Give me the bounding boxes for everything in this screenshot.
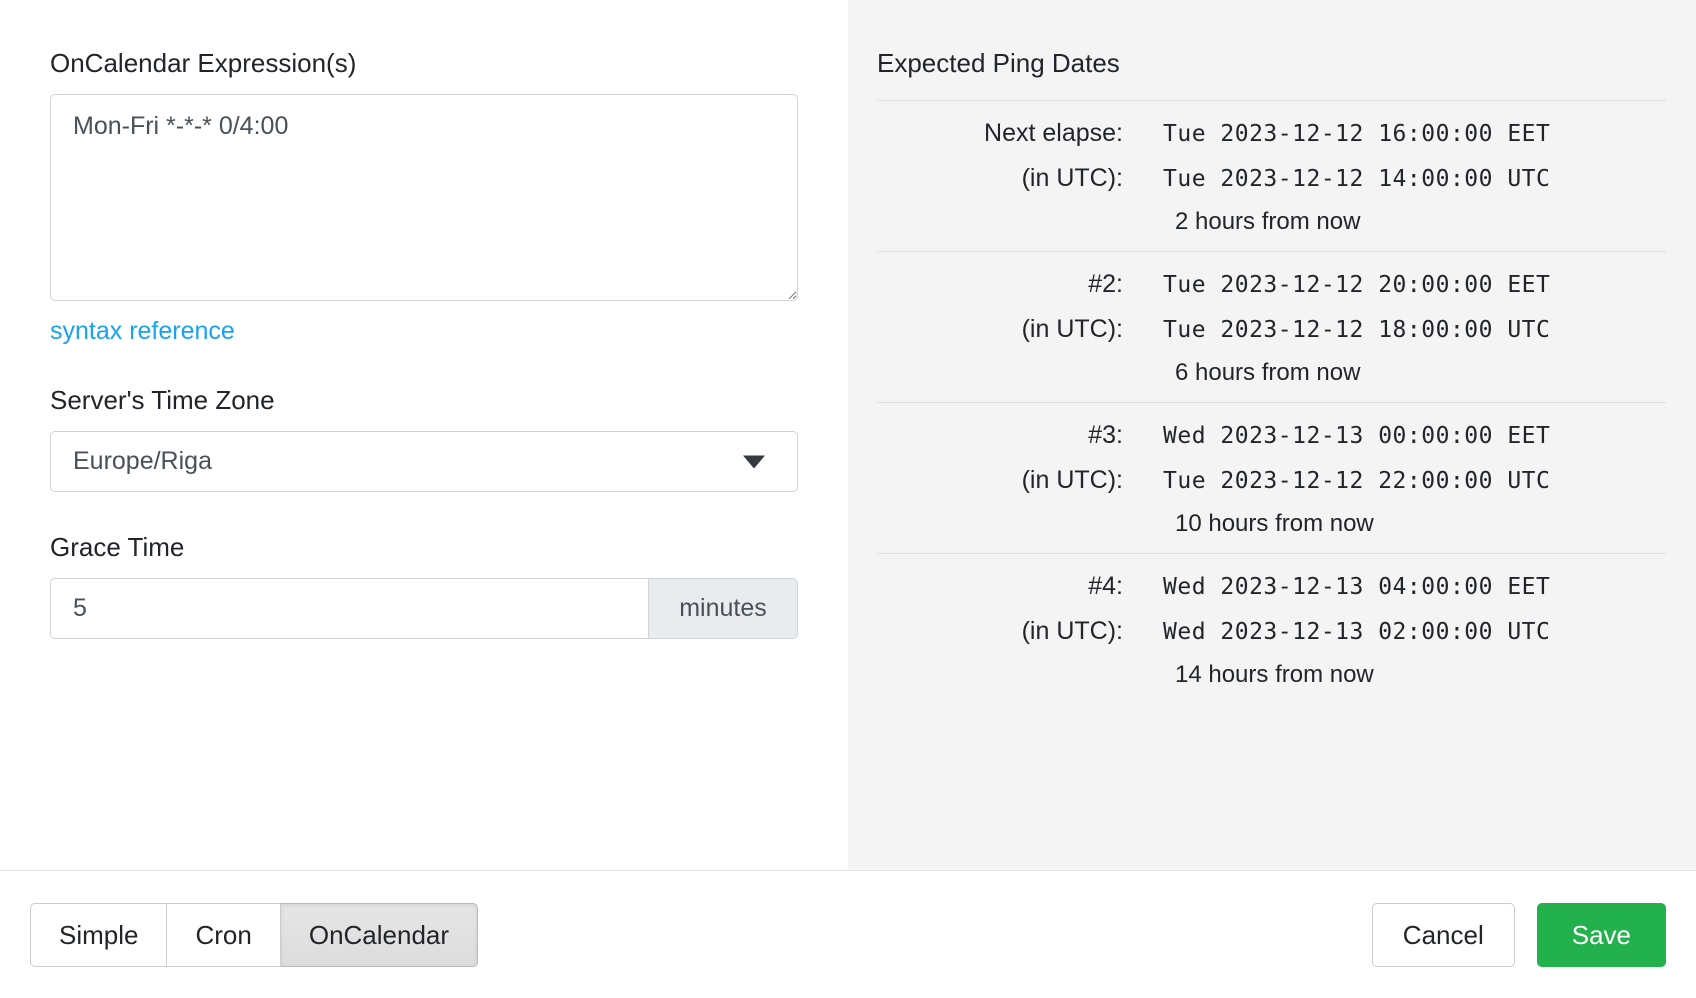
oncalendar-expression-label: OnCalendar Expression(s) [50,48,357,78]
grace-time-label: Grace Time [50,532,185,562]
mode-oncalendar-button[interactable]: OnCalendar [280,902,479,967]
ping-utc-row: (in UTC): Tue 2023-12-12 18:00:00 UTC [877,311,1666,348]
schedule-mode-button-group: Simple Cron OnCalendar [30,902,479,967]
ping-label: #2: [1088,270,1123,298]
ping-local-datetime: Wed 2023-12-13 00:00:00 EET [1163,423,1551,449]
ping-utc-label: (in UTC): [1021,164,1123,192]
ping-utc-datetime: Wed 2023-12-13 02:00:00 UTC [1163,619,1551,645]
expected-ping-dates-pane: Expected Ping Dates Next elapse: Tue 202… [848,0,1696,870]
ping-utc-datetime: Tue 2023-12-12 18:00:00 UTC [1163,317,1551,343]
ping-label: #3: [1088,421,1123,449]
syntax-reference-link[interactable]: syntax reference [50,317,235,345]
ping-entry: Next elapse: Tue 2023-12-12 16:00:00 EET… [877,100,1666,251]
timezone-selected-value: Europe/Riga [73,447,212,475]
grace-time-field: Grace Time minutes [50,532,798,639]
ping-local-datetime: Wed 2023-12-13 04:00:00 EET [1163,574,1551,600]
ping-utc-label: (in UTC): [1021,315,1123,343]
grace-time-input[interactable] [50,578,648,639]
footer-actions: Cancel Save [1371,902,1666,967]
ping-utc-row: (in UTC): Wed 2023-12-13 02:00:00 UTC [877,613,1666,650]
ping-utc-label: (in UTC): [1021,617,1123,645]
schedule-form-pane: OnCalendar Expression(s) syntax referenc… [0,0,848,870]
timezone-label: Server's Time Zone [50,385,275,415]
ping-entry: #4: Wed 2023-12-13 04:00:00 EET (in UTC)… [877,553,1666,704]
ping-relative-time: 14 hours from now [1175,661,1374,688]
save-button[interactable]: Save [1536,902,1666,967]
ping-local-row: #3: Wed 2023-12-13 00:00:00 EET [877,417,1666,454]
grace-time-input-group: minutes [50,578,798,639]
timezone-field: Server's Time Zone Europe/Riga [50,385,798,492]
chevron-down-icon [743,455,765,468]
ping-local-row: #4: Wed 2023-12-13 04:00:00 EET [877,568,1666,605]
mode-cron-button[interactable]: Cron [167,902,281,967]
ping-entry: #3: Wed 2023-12-13 00:00:00 EET (in UTC)… [877,402,1666,553]
mode-simple-button[interactable]: Simple [30,902,168,967]
grace-time-unit-addon: minutes [648,578,798,639]
ping-utc-row: (in UTC): Tue 2023-12-12 14:00:00 UTC [877,160,1666,197]
cancel-button[interactable]: Cancel [1371,902,1515,967]
schedule-editor-body: OnCalendar Expression(s) syntax referenc… [0,0,1696,870]
ping-utc-row: (in UTC): Tue 2023-12-12 22:00:00 UTC [877,462,1666,499]
timezone-select[interactable]: Europe/Riga [50,431,798,492]
ping-relative-time: 6 hours from now [1175,359,1361,386]
expected-ping-dates-title: Expected Ping Dates [877,48,1120,78]
ping-utc-datetime: Tue 2023-12-12 14:00:00 UTC [1163,166,1551,192]
ping-relative-time: 10 hours from now [1175,510,1374,537]
ping-relative-time: 2 hours from now [1175,208,1361,235]
modal-footer: Simple Cron OnCalendar Cancel Save [0,870,1696,998]
ping-local-row: Next elapse: Tue 2023-12-12 16:00:00 EET [877,115,1666,152]
ping-entry: #2: Tue 2023-12-12 20:00:00 EET (in UTC)… [877,251,1666,402]
oncalendar-expression-input[interactable] [50,94,798,301]
ping-label: #4: [1088,572,1123,600]
ping-local-row: #2: Tue 2023-12-12 20:00:00 EET [877,266,1666,303]
ping-local-datetime: Tue 2023-12-12 20:00:00 EET [1163,272,1551,298]
ping-utc-datetime: Tue 2023-12-12 22:00:00 UTC [1163,468,1551,494]
ping-utc-label: (in UTC): [1021,466,1123,494]
ping-local-datetime: Tue 2023-12-12 16:00:00 EET [1163,121,1551,147]
ping-label: Next elapse: [984,119,1123,147]
